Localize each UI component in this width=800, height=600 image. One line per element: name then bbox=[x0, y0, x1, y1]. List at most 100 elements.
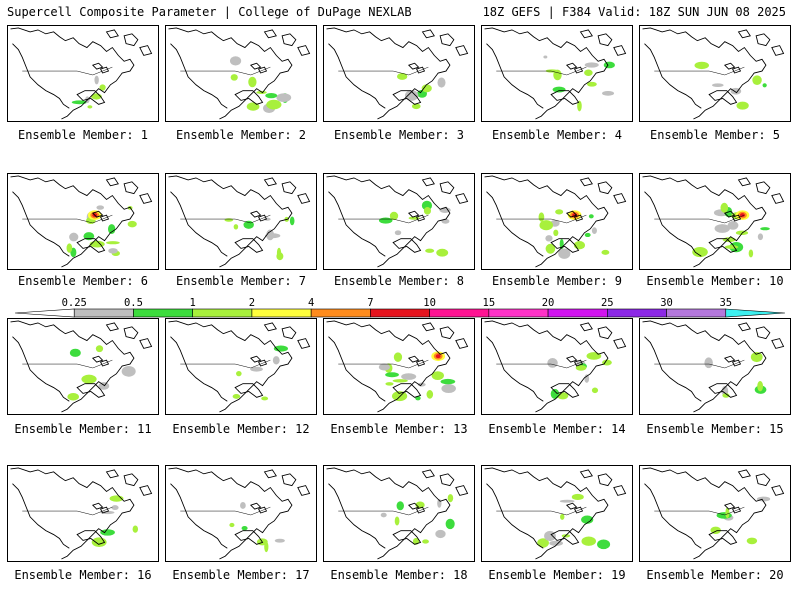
coastline bbox=[484, 175, 609, 268]
scp-contour-area bbox=[445, 518, 455, 530]
model-run-info: 18Z GEFS | F384 Valid: 18Z SUN JUN 08 20… bbox=[482, 5, 786, 19]
country-border bbox=[654, 214, 745, 224]
scp-contour-area bbox=[411, 103, 421, 110]
north-america-map bbox=[642, 27, 785, 120]
north-america-map bbox=[326, 27, 469, 120]
coastline bbox=[170, 43, 228, 109]
coastline bbox=[168, 27, 293, 120]
scp-contour-area bbox=[559, 499, 575, 503]
coastline bbox=[407, 355, 426, 367]
scp-contour-area bbox=[538, 212, 545, 222]
coastline bbox=[644, 336, 702, 402]
ensemble-member-caption: Ensemble Member: 14 bbox=[488, 422, 626, 436]
scp-contour-area bbox=[539, 220, 554, 231]
coastline bbox=[105, 177, 153, 204]
scp-contour-area bbox=[586, 81, 597, 87]
coastline bbox=[12, 483, 70, 549]
ensemble-member-caption: Ensemble Member: 15 bbox=[646, 422, 784, 436]
coastline bbox=[421, 29, 469, 56]
scp-contour-area bbox=[591, 387, 599, 394]
scp-contour-area bbox=[537, 538, 549, 548]
coastline bbox=[263, 322, 311, 349]
ensemble-member-caption: Ensemble Member: 8 bbox=[333, 274, 465, 288]
scp-contour-area bbox=[385, 382, 394, 386]
scp-contour-area bbox=[714, 224, 730, 233]
scp-contour-area bbox=[722, 393, 730, 398]
coastline bbox=[326, 27, 451, 120]
ensemble-member-map bbox=[323, 173, 475, 270]
scp-contour-area bbox=[98, 382, 110, 390]
ensemble-member-caption: Ensemble Member: 11 bbox=[14, 422, 152, 436]
coastline bbox=[486, 483, 544, 549]
north-america-map bbox=[10, 467, 153, 560]
scp-contour-area bbox=[752, 75, 762, 85]
country-border bbox=[496, 359, 587, 369]
scp-contour-area bbox=[440, 378, 456, 385]
ensemble-member-map bbox=[323, 318, 475, 415]
coastline bbox=[76, 530, 106, 545]
coastline bbox=[550, 383, 580, 398]
scp-contour-area bbox=[550, 388, 560, 400]
north-america-map bbox=[326, 467, 469, 560]
scp-contour-area bbox=[266, 99, 282, 110]
country-border bbox=[338, 359, 429, 369]
scp-contour-area bbox=[694, 61, 710, 70]
ensemble-member-map bbox=[7, 318, 159, 415]
coastline bbox=[737, 177, 785, 204]
coastline bbox=[234, 530, 264, 545]
color-scale-segment bbox=[488, 308, 549, 318]
color-scale-tick-label: 2 bbox=[248, 297, 256, 309]
coastline bbox=[392, 90, 422, 105]
scp-contour-area bbox=[389, 211, 399, 221]
scp-contour-area bbox=[248, 76, 257, 88]
coastline bbox=[550, 238, 580, 253]
color-scale-tick-label: 0.25 bbox=[61, 297, 87, 309]
coastline bbox=[10, 27, 135, 120]
country-border bbox=[338, 214, 429, 224]
color-scale-segment bbox=[133, 308, 193, 318]
scp-contour-area bbox=[591, 227, 597, 235]
color-scale-segment bbox=[370, 308, 430, 318]
scp-contour-area bbox=[81, 374, 97, 384]
ensemble-member-caption: Ensemble Member: 9 bbox=[491, 274, 623, 288]
coastline bbox=[642, 467, 767, 560]
scp-contour-area bbox=[426, 390, 434, 399]
coastline bbox=[10, 175, 135, 268]
scp-contour-area bbox=[69, 232, 79, 242]
ensemble-member-map bbox=[7, 25, 159, 122]
scp-contour-area bbox=[394, 230, 402, 236]
scp-contour-area bbox=[132, 525, 139, 533]
scp-max-area bbox=[435, 354, 441, 359]
north-america-map bbox=[10, 320, 153, 413]
scp-contour-area bbox=[736, 101, 749, 110]
scp-contour-area bbox=[553, 69, 562, 81]
coastline bbox=[263, 177, 311, 204]
coastline bbox=[328, 43, 386, 109]
color-scale-segment bbox=[192, 308, 253, 318]
coastline bbox=[91, 355, 110, 367]
scp-contour-area bbox=[544, 530, 556, 542]
country-border bbox=[654, 506, 745, 516]
north-america-map bbox=[484, 320, 627, 413]
coastline bbox=[642, 320, 767, 413]
scp-contour-area bbox=[289, 216, 295, 226]
country-border bbox=[338, 66, 429, 76]
scp-contour-area bbox=[423, 206, 431, 215]
scp-contour-area bbox=[760, 227, 770, 231]
scp-contour-area bbox=[276, 93, 292, 102]
scp-contour-area bbox=[602, 90, 615, 96]
coastline bbox=[723, 355, 742, 367]
scp-contour-area bbox=[71, 100, 88, 105]
coastline bbox=[407, 210, 426, 222]
coastline bbox=[328, 483, 386, 549]
coastline bbox=[12, 336, 70, 402]
scp-contour-area bbox=[558, 248, 571, 259]
coastline bbox=[249, 355, 268, 367]
scp-contour-area bbox=[555, 209, 564, 215]
coastline bbox=[421, 177, 469, 204]
coastline bbox=[170, 483, 228, 549]
scp-contour-area bbox=[748, 249, 754, 258]
scp-contour-area bbox=[757, 381, 764, 392]
ensemble-member-caption: Ensemble Member: 5 bbox=[649, 128, 781, 142]
ensemble-member-caption: Ensemble Member: 13 bbox=[330, 422, 468, 436]
